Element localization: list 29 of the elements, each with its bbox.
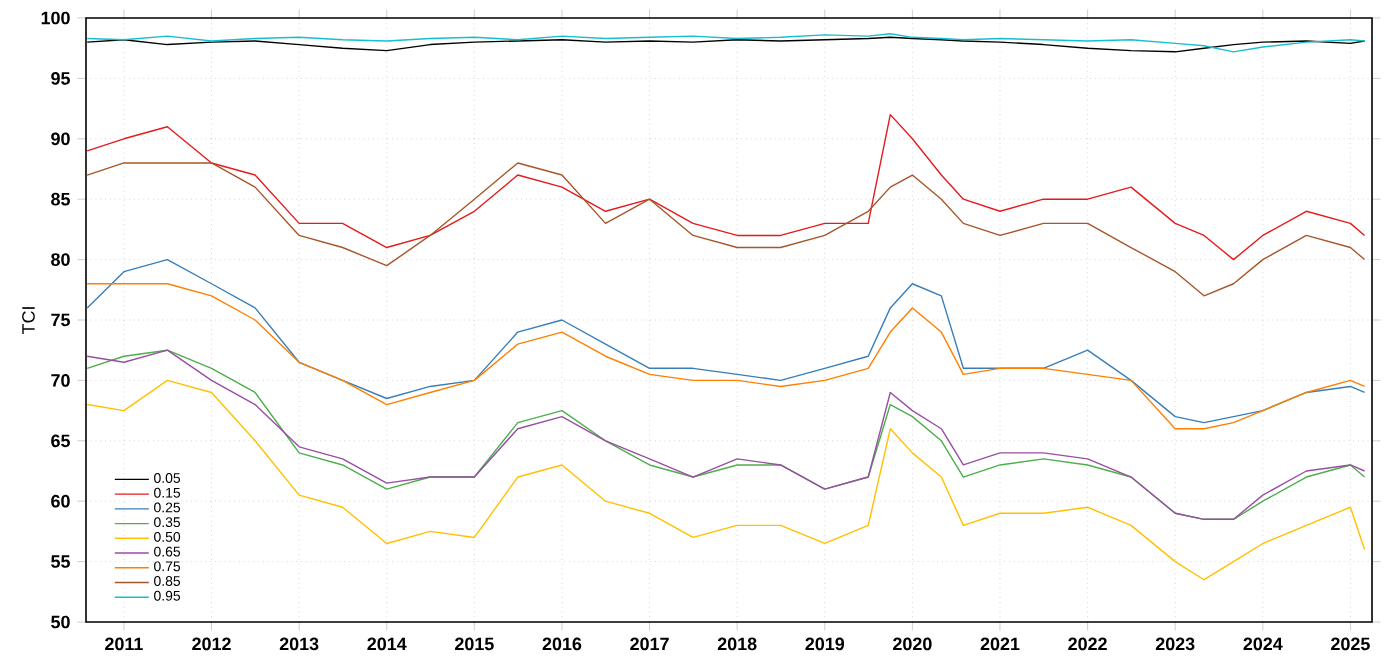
x-tick-label: 2022 xyxy=(1068,637,1107,651)
y-tick-label: 90 xyxy=(51,132,70,146)
x-tick-label: 2019 xyxy=(805,637,845,651)
y-tick-label: 55 xyxy=(51,555,70,568)
x-tick-label: 2012 xyxy=(192,637,231,651)
y-tick-label: 85 xyxy=(51,192,70,206)
x-tick-label: 2021 xyxy=(980,637,1020,651)
x-tick-label: 2014 xyxy=(367,637,407,651)
x-tick-label: 2017 xyxy=(630,637,669,651)
y-tick-label: 95 xyxy=(51,72,70,85)
x-tick-label: 2023 xyxy=(1155,637,1195,651)
y-tick-label: 65 xyxy=(51,434,70,448)
y-axis-title: TCI xyxy=(22,307,35,335)
x-tick-label: 2020 xyxy=(893,637,932,651)
x-tick-label: 2024 xyxy=(1243,637,1283,651)
y-tick-label: 75 xyxy=(51,313,70,327)
x-tick-label: 2015 xyxy=(455,637,494,651)
line-series xyxy=(86,113,1366,261)
y-tick-label: 50 xyxy=(51,615,70,629)
y-tick-label: 100 xyxy=(41,11,70,25)
x-tick-label: 2013 xyxy=(279,637,319,651)
x-tick-label: 2025 xyxy=(1331,637,1370,651)
x-tick-label: 2011 xyxy=(105,637,143,651)
x-tick-label: 2016 xyxy=(542,637,582,651)
y-tick-label: 80 xyxy=(51,253,70,266)
x-tick-label: 2018 xyxy=(717,637,757,651)
y-tick-label: 60 xyxy=(51,494,70,508)
y-tick-label: 70 xyxy=(51,374,70,387)
line-series xyxy=(86,349,1366,521)
